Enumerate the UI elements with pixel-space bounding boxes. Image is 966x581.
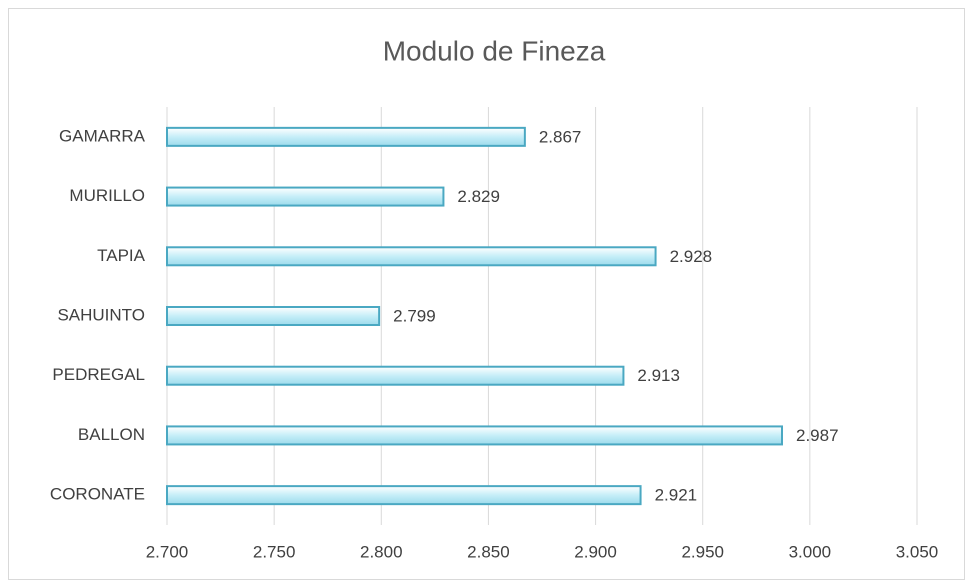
bar <box>166 246 657 267</box>
value-label: 2.987 <box>796 426 839 445</box>
bar <box>166 485 642 506</box>
chart-frame <box>8 8 965 580</box>
chart-title: Modulo de Fineza <box>383 35 606 66</box>
x-tick-label: 2.800 <box>360 542 403 561</box>
bar <box>166 425 783 446</box>
y-tick-label: CORONATE <box>50 485 145 504</box>
y-tick-label: GAMARRA <box>59 126 146 145</box>
value-label: 2.921 <box>655 486 698 505</box>
value-label: 2.829 <box>457 187 500 206</box>
x-tick-label: 2.850 <box>467 542 510 561</box>
y-tick-label: BALLON <box>78 425 145 444</box>
y-tick-label: TAPIA <box>97 246 146 265</box>
x-tick-label: 3.050 <box>896 542 939 561</box>
x-tick-label: 2.750 <box>253 542 296 561</box>
bar <box>166 365 625 386</box>
bar <box>166 126 526 147</box>
value-label: 2.928 <box>670 247 713 266</box>
x-tick-label: 2.700 <box>146 542 189 561</box>
value-label: 2.913 <box>637 366 680 385</box>
x-tick-label: 2.950 <box>681 542 724 561</box>
bar <box>166 306 381 326</box>
y-tick-label: SAHUINTO <box>57 305 145 324</box>
value-label: 2.867 <box>539 127 582 146</box>
value-label: 2.799 <box>393 306 436 325</box>
y-tick-label: PEDREGAL <box>52 365 145 384</box>
bar <box>166 186 445 207</box>
y-tick-label: MURILLO <box>69 186 145 205</box>
x-tick-label: 2.900 <box>574 542 617 561</box>
x-tick-label: 3.000 <box>789 542 832 561</box>
